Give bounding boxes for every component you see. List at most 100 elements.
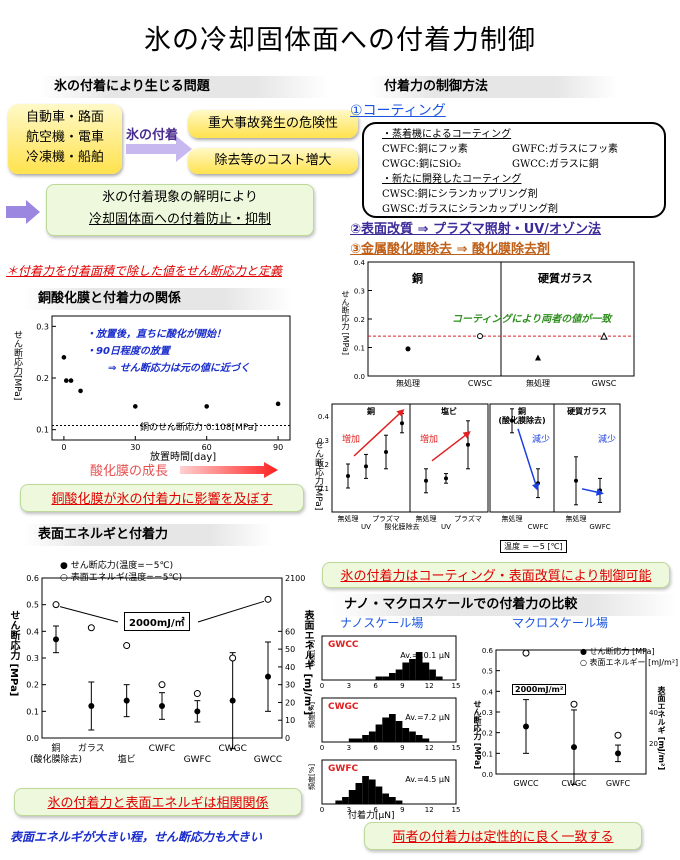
oxide-growth-label: 酸化膜の成長 (90, 464, 169, 479)
oxide-note-1: ・放置後，直ちに酸化が開始！ (86, 329, 226, 340)
nano-bar (415, 735, 423, 742)
oxide-notes: ・放置後，直ちに酸化が開始！ ・90日程度の放置 ⇒ せん断応力は元の値に近づく (86, 326, 250, 377)
energy-conclusion-box: 氷の付着力と表面エネルギは相関関係 (14, 788, 302, 816)
macro-legend-2: ○ 表面エネルギー [mJ/m²] (580, 658, 679, 667)
panel-x-label: 無処理 (416, 514, 437, 523)
nano-bar (382, 717, 389, 742)
panel-title: 銅 (518, 406, 526, 416)
energy-x-label: ガラス (78, 743, 105, 754)
coat-line-7: GWSC:ガラスにシランカップリング剤 (382, 204, 558, 215)
energy-y2-tick-label: 20 (285, 698, 295, 707)
nano-x-tick-label: 6 (373, 682, 378, 690)
control-conclusion-box: 氷の付着力はコーティング・表面改質により制御可能 (322, 562, 670, 588)
oxide-chart: 0.1 0.2 0.3 0 30 60 90 (36, 315, 291, 452)
nano-bar (375, 786, 383, 804)
energy-surface-point (123, 642, 131, 650)
panel-y-tick-label: 0.3 (318, 437, 329, 445)
nano-x-label: 付着力[μN] (348, 811, 395, 821)
nano-bar (395, 669, 403, 680)
energy-heading: 表面エネルギと付着力 (24, 524, 272, 546)
macro-stress-point (523, 723, 529, 730)
panel-x-label: UV (441, 523, 451, 531)
coating-x-label: 無処理 (396, 378, 420, 388)
oxide-y-tick-label: 0.3 (36, 322, 49, 331)
panel-x-label: 酸化膜除去 (385, 522, 420, 531)
oxide-x-tick-label: 30 (130, 443, 140, 452)
panel-point (574, 478, 578, 483)
oxide-conclusion: 銅酸化膜が氷の付着力に影響を及ぼす (51, 492, 273, 507)
panel-x-label: UV (361, 523, 371, 531)
nano-bar (389, 673, 396, 680)
panel-y-tick-label: 0.1 (318, 485, 329, 493)
problem-heading: 氷の付着により生じる問題 (40, 76, 328, 98)
energy-x-label: GWFC (184, 755, 211, 765)
energy-x-label: 塩ビ (118, 753, 136, 765)
energy-y2-tick-label: 50 (285, 645, 295, 654)
nano-bar (389, 797, 396, 804)
panel-frame (553, 403, 621, 513)
panel-trend-note: 減少 (532, 433, 550, 445)
ice-adhesion-label: 氷の付着 (126, 128, 179, 143)
nano-label: GWFC (328, 764, 358, 774)
panel-x-label: 無処理 (338, 514, 359, 523)
coat-line-5: ・新たに開発したコーティング (382, 174, 522, 185)
nano-bar (375, 724, 383, 742)
macro-x-label: GWCC (513, 779, 539, 788)
macro-y-tick-label: 0.5 (482, 668, 493, 676)
panel-trend-arrow (581, 488, 599, 494)
panel-y-label: せん断応力[MPa] (313, 440, 323, 511)
energy-stress-point (265, 673, 271, 680)
oxide-point (63, 378, 69, 383)
energy-y2-tick-label: 40 (285, 663, 295, 672)
coating-y-tick-label: 0.4 (354, 259, 366, 267)
coat-line-3: CWGC:銅にSiO₂ (382, 159, 462, 170)
nano-x-tick-label: 6 (373, 744, 378, 752)
energy-x-label: GWCC (254, 755, 282, 765)
energy-y-tick-label: 0.6 (26, 574, 39, 583)
nano-label: GWCC (328, 640, 359, 650)
coat-line-2: GWFC:ガラスにフッ素 (512, 144, 619, 155)
oxide-x-label: 放置時間[day] (150, 452, 217, 463)
coating-y-tick-label: 0.2 (354, 316, 365, 324)
panel-point (364, 464, 368, 469)
nano-x-tick-label: 15 (452, 806, 461, 814)
treatment-panels-area: 0.1 0.2 0.3 0.4 銅増加 無処理 UV プラズマ 酸化膜除去 塩ビ 増加 無処理 UV プラ… (308, 392, 674, 554)
nano-label: CWGC (328, 702, 359, 712)
risk-cost: 除去等のコスト増大 (188, 148, 358, 174)
coating-point (405, 346, 411, 352)
nano-x-tick-label: 12 (425, 682, 434, 690)
nano-bar (429, 669, 436, 680)
control-heading: 付着力の制御方法 (370, 76, 618, 98)
coating-panel-copper: 銅 (412, 272, 423, 285)
nano-y-label: 頻度[%] (307, 764, 316, 790)
panel-x-label: 無処理 (502, 514, 523, 523)
coating-point (477, 333, 483, 340)
macro-y-right-label: 表面エネルギ [mJ/m²] (657, 686, 666, 771)
energy-y2-tick-label: 10 (285, 716, 295, 725)
energy-conclusion: 氷の付着力と表面エネルギは相関関係 (47, 796, 269, 811)
definition-note: ＊付着力を付着面積で除した値をせん断応力と定義 (6, 264, 283, 278)
macro-y-tick-label: 0.3 (482, 709, 493, 717)
macro-plot-frame (495, 649, 647, 775)
panel-x-label: CWFC (528, 523, 549, 531)
nano-bar (389, 714, 396, 742)
nano-bar (348, 738, 356, 742)
coating-panel-glass: 硬質ガラス (538, 272, 593, 285)
energy-legend-2: ○ 表面エネルギ(温度=－5℃) (60, 573, 183, 583)
nano-bar (395, 721, 403, 742)
oxide-x-tick-label: 90 (273, 443, 283, 452)
energy-callout: 2000mJ/㎡ (124, 612, 190, 631)
goal-box: 氷の付着現象の解明により 冷却固体面への付着防止・抑制 (46, 184, 314, 236)
nano-bar (382, 676, 389, 680)
nano-x-tick-label: 0 (320, 806, 324, 814)
energy-x-label: 銅 (51, 742, 60, 754)
nano-bar (335, 800, 343, 804)
nano-bar (395, 800, 403, 804)
coating-x-label: 無処理 (526, 378, 550, 388)
oxide-point (133, 404, 138, 409)
scale-heading: ナノ・マクロスケールでの付着力の比較 (330, 594, 678, 616)
nano-heading: ナノスケール場 (340, 616, 424, 630)
panel-point (384, 450, 388, 454)
panel-x-label: プラズマ (372, 514, 400, 523)
nano-bar (368, 731, 376, 742)
